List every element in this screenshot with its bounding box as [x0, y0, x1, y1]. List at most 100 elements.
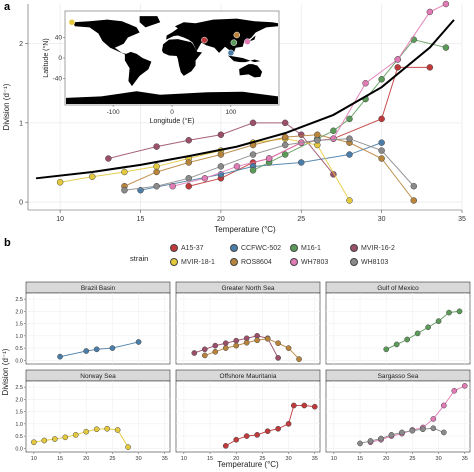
map-y-axis-label: Latitude (°N) [42, 38, 50, 77]
land-mass [73, 19, 152, 87]
station-marker [201, 36, 208, 44]
x-tick-label: 10 [331, 456, 337, 462]
legend-swatch [290, 258, 298, 266]
data-point [191, 350, 198, 356]
data-point [121, 186, 128, 194]
data-point [378, 155, 385, 162]
legend-swatch [170, 258, 178, 266]
data-point [281, 119, 289, 127]
legend-item: M16-1 [290, 244, 321, 252]
data-point [393, 341, 400, 348]
facet-brazil-basin: Brazil Basin 0.0 0.5 1.0 1.5 2.0 2.5 [15, 281, 171, 364]
x-tick-label: 30 [286, 456, 292, 462]
legend-label: MVIR-18-1 [181, 258, 215, 266]
land-mass [139, 16, 161, 28]
data-point [378, 76, 385, 83]
x-tick-label: 25 [409, 456, 415, 462]
data-point [222, 345, 229, 351]
data-point [399, 429, 405, 436]
data-point [93, 346, 100, 353]
data-point [185, 175, 192, 182]
data-point [249, 167, 257, 174]
data-point [185, 137, 192, 144]
series-line [225, 405, 315, 447]
data-point [233, 342, 240, 349]
x-tick-label: 15 [137, 216, 145, 223]
land-mass [166, 18, 278, 57]
legend-item: WH7803 [290, 258, 328, 266]
y-tick-label: 2.5 [15, 385, 23, 391]
data-point [201, 352, 208, 359]
y-tick-label: 2 [19, 41, 23, 48]
y-axis-label: Division (d⁻¹) [1, 348, 10, 395]
x-tick-label: 15 [207, 456, 213, 462]
x-tick-label: 35 [162, 456, 168, 462]
data-point [264, 428, 271, 435]
legend-swatch [290, 244, 298, 252]
data-point [378, 115, 385, 123]
data-point [456, 308, 463, 315]
data-point [265, 155, 273, 162]
data-point [451, 387, 458, 394]
x-tick-label: 10 [31, 456, 37, 462]
data-point [217, 163, 225, 170]
panel-a: 10 15 20 25 30 35 0 1 2 Temperature (°C) Division … [2, 0, 466, 234]
facet-title: Norway Sea [80, 373, 116, 380]
data-point [330, 127, 337, 135]
data-point [62, 434, 69, 441]
data-point [435, 318, 442, 325]
series-ROS8604 [121, 131, 418, 204]
x-tick-label: 25 [259, 456, 265, 462]
land-mass [227, 55, 261, 63]
series-line [108, 122, 334, 175]
data-point [217, 131, 225, 138]
data-point [105, 155, 112, 162]
data-point [201, 175, 209, 182]
legend-swatch [350, 258, 358, 266]
x-axis-label: Temperature (°C) [217, 460, 279, 469]
y-tick-label: 0.0 [15, 446, 23, 452]
series-WH8103 [121, 135, 418, 194]
facet-frame [325, 292, 471, 365]
data-point [31, 439, 37, 446]
data-point [440, 402, 447, 409]
data-point [426, 8, 434, 16]
facet-frame [25, 380, 171, 453]
station-marker [230, 39, 238, 46]
x-tick-label: 20 [383, 456, 389, 462]
legend-label: WH7803 [301, 258, 329, 266]
data-point [442, 44, 450, 51]
x-tick-label: 20 [83, 456, 89, 462]
station-marker [244, 38, 251, 45]
data-point [275, 340, 281, 347]
data-point [430, 425, 437, 432]
data-point [346, 115, 353, 123]
data-point [357, 440, 363, 447]
series-MVIR-18-1 [31, 425, 131, 450]
data-point [249, 119, 257, 127]
x-tick-label: 30 [436, 456, 442, 462]
series-line [124, 134, 415, 201]
data-point [440, 429, 447, 436]
facet-sargasso-sea: Sargasso Sea 10 15 20 25 30 35 [325, 369, 471, 462]
data-point [378, 147, 385, 154]
legend-title: strain [130, 254, 149, 263]
data-point [243, 339, 250, 346]
facet-title: Greater North Sea [221, 285, 274, 292]
legend-item: WH8103 [350, 258, 388, 266]
x-tick-label: 35 [458, 216, 466, 223]
legend-item: CCFWC-502 [230, 244, 281, 252]
data-point [153, 182, 160, 190]
series-line [33, 428, 129, 448]
station-marker [227, 49, 235, 57]
facet-frame [175, 380, 321, 453]
facet-greater-north-sea: Greater North Sea [175, 281, 321, 365]
data-point [296, 356, 302, 362]
y-tick-label: 1.5 [15, 322, 23, 328]
station-marker [233, 31, 241, 39]
series-WH8103 [357, 425, 447, 447]
y-tick-label: 0.5 [15, 346, 23, 352]
inset-map: -100 0 100 40 0 -40 Longitude (°E) Latitude (°N… [42, 10, 280, 125]
y-tick-label: 0.5 [15, 434, 23, 440]
legend-item: MVIR-18-1 [170, 258, 215, 266]
